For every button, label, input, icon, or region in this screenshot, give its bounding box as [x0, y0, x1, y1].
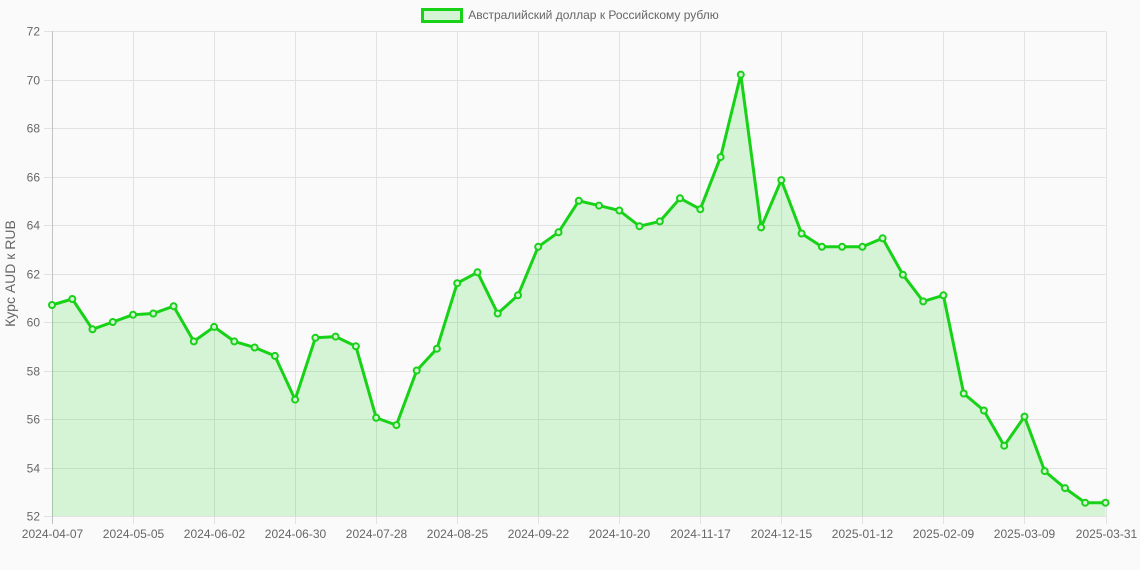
y-tick-label: 64	[27, 219, 41, 233]
data-point-marker[interactable]	[250, 343, 259, 352]
y-tick-label: 52	[27, 510, 41, 524]
data-point-marker[interactable]	[1040, 467, 1049, 476]
data-point-marker[interactable]	[108, 318, 117, 326]
x-tick-label: 2025-03-09	[994, 527, 1056, 541]
data-point-marker[interactable]	[1000, 441, 1009, 450]
data-point-marker[interactable]	[736, 70, 745, 79]
data-point-marker[interactable]	[270, 351, 279, 360]
y-tick-label: 72	[27, 25, 41, 39]
grid	[44, 31, 1107, 524]
data-point-marker[interactable]	[453, 279, 462, 288]
y-axis-labels: 52 54 56 58 60 62 64 66 68 70 72	[27, 25, 41, 524]
data-point-marker[interactable]	[696, 205, 705, 214]
data-point-marker[interactable]	[574, 196, 583, 205]
data-point-marker[interactable]	[68, 295, 77, 303]
data-point-marker[interactable]	[615, 206, 624, 215]
legend-label: Австралийский доллар к Российскому рублю	[468, 8, 719, 22]
y-tick-label: 54	[27, 462, 41, 476]
data-point-marker[interactable]	[655, 217, 664, 226]
x-tick-label: 2024-04-07	[22, 527, 84, 541]
x-tick-label: 2024-11-17	[670, 527, 731, 541]
data-point-marker[interactable]	[1020, 412, 1029, 421]
data-point-marker[interactable]	[1101, 498, 1110, 507]
data-point-marker[interactable]	[514, 291, 522, 300]
x-tick-label: 2025-02-09	[913, 527, 975, 541]
data-point-marker[interactable]	[939, 291, 948, 300]
x-tick-label: 2024-09-22	[508, 527, 570, 541]
data-point-marker[interactable]	[777, 176, 786, 185]
data-point-marker[interactable]	[878, 234, 887, 243]
data-point-marker[interactable]	[412, 366, 421, 375]
data-point-marker[interactable]	[534, 242, 543, 251]
x-tick-label: 2024-12-15	[751, 527, 813, 541]
data-point-marker[interactable]	[554, 228, 563, 237]
data-point-marker[interactable]	[635, 222, 644, 231]
data-point-marker[interactable]	[473, 268, 482, 277]
data-point-marker[interactable]	[716, 153, 725, 162]
data-point-marker[interactable]	[291, 395, 300, 404]
x-tick-label: 2024-06-02	[184, 527, 246, 541]
data-point-marker[interactable]	[392, 421, 401, 430]
y-tick-label: 60	[27, 316, 41, 330]
data-point-marker[interactable]	[169, 302, 178, 311]
data-point-marker[interactable]	[48, 301, 56, 309]
y-axis-title: Курс AUD к RUB	[2, 220, 18, 327]
data-point-marker[interactable]	[757, 223, 766, 232]
data-point-marker[interactable]	[189, 337, 198, 346]
x-tick-label: 2024-06-30	[265, 527, 327, 541]
data-point-marker[interactable]	[331, 332, 340, 341]
data-point-marker[interactable]	[129, 310, 137, 319]
x-tick-label: 2024-10-20	[589, 527, 651, 541]
data-point-marker[interactable]	[676, 194, 684, 203]
data-point-marker[interactable]	[919, 297, 928, 306]
x-tick-label: 2025-03-31	[1076, 527, 1138, 541]
data-point-marker[interactable]	[959, 389, 968, 398]
data-point-marker[interactable]	[1061, 484, 1069, 493]
data-point-marker[interactable]	[858, 242, 867, 251]
data-point-marker[interactable]	[230, 337, 239, 346]
y-tick-label: 70	[27, 74, 41, 88]
data-point-marker[interactable]	[432, 344, 441, 353]
data-point-marker[interactable]	[351, 342, 360, 351]
x-tick-label: 2024-05-05	[103, 527, 165, 541]
series-area-fill	[52, 74, 1106, 516]
data-point-marker[interactable]	[311, 333, 320, 342]
data-point-marker[interactable]	[372, 413, 381, 422]
x-tick-label: 2024-08-25	[427, 527, 489, 541]
data-point-marker[interactable]	[88, 325, 97, 334]
data-point-marker[interactable]	[979, 406, 988, 415]
data-point-marker[interactable]	[210, 322, 219, 331]
data-point-marker[interactable]	[838, 242, 847, 251]
x-tick-label: 2025-01-12	[832, 527, 894, 541]
data-point-marker[interactable]	[493, 309, 502, 318]
y-tick-label: 66	[27, 171, 41, 185]
legend-swatch	[421, 8, 464, 23]
data-point-marker[interactable]	[817, 242, 826, 251]
x-tick-label: 2024-07-28	[346, 527, 408, 541]
y-tick-label: 58	[27, 365, 41, 379]
y-tick-label: 62	[27, 268, 41, 282]
y-tick-label: 68	[27, 122, 41, 136]
data-point-marker[interactable]	[149, 309, 158, 318]
data-point-marker[interactable]	[595, 201, 603, 210]
data-point-marker[interactable]	[898, 270, 907, 279]
data-point-marker[interactable]	[1081, 498, 1090, 507]
legend[interactable]: Австралийский доллар к Российскому рублю	[0, 8, 1140, 23]
data-point-markers[interactable]	[48, 70, 1110, 507]
x-axis-labels: 2024-04-07 2024-05-05 2024-06-02 2024-06-30…	[22, 527, 1138, 541]
data-point-marker[interactable]	[797, 229, 806, 238]
y-tick-label: 56	[27, 413, 41, 427]
